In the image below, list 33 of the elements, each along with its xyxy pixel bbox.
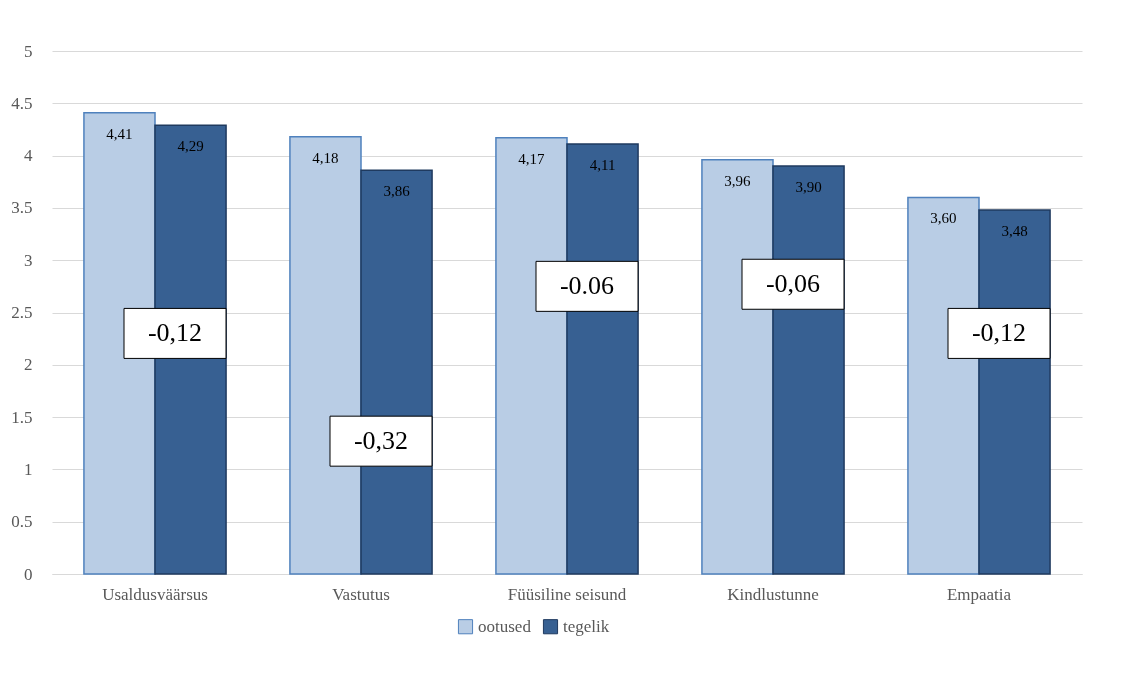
data-label: 3,96 bbox=[724, 172, 752, 189]
x-tick-label: Füüsiline seisund bbox=[507, 584, 627, 604]
data-label: 3,90 bbox=[795, 179, 822, 196]
x-tick-label: Empaatia bbox=[946, 584, 1012, 604]
data-label: 4,41 bbox=[106, 125, 133, 142]
data-label: 4,11 bbox=[589, 157, 616, 174]
annotation: -0.06 bbox=[559, 271, 615, 301]
legend-label: tegelik bbox=[563, 616, 610, 636]
legend-label: ootused bbox=[478, 616, 532, 636]
annotation: -0,32 bbox=[353, 426, 409, 456]
data-label: 3,48 bbox=[1001, 222, 1028, 239]
y-tick-label: 0 bbox=[24, 564, 33, 584]
y-tick-label: 2.5 bbox=[11, 303, 33, 322]
y-tick-label: 5 bbox=[24, 41, 33, 61]
y-tick-label: 1.5 bbox=[11, 407, 33, 427]
y-tick-label: 4 bbox=[24, 146, 33, 166]
annotation: -0,12 bbox=[147, 318, 203, 348]
annotation: -0,12 bbox=[971, 318, 1027, 348]
y-tick-label: 4.5 bbox=[11, 93, 33, 113]
data-label: 3,60 bbox=[930, 210, 957, 227]
data-label: 4,29 bbox=[177, 138, 204, 155]
y-tick-label: 0.5 bbox=[11, 512, 33, 532]
y-tick-label: 3.5 bbox=[11, 198, 33, 218]
data-label: 4,18 bbox=[312, 149, 339, 166]
y-tick-label: 1 bbox=[24, 459, 33, 479]
data-label: 4,17 bbox=[518, 150, 546, 167]
y-tick-label: 2 bbox=[24, 355, 33, 375]
y-tick-label: 3 bbox=[24, 250, 33, 270]
annotation: -0,06 bbox=[765, 269, 821, 299]
x-tick-label: Vastutus bbox=[332, 584, 390, 604]
data-label: 3,86 bbox=[383, 183, 411, 200]
x-tick-label: Usaldusväärsus bbox=[102, 584, 208, 604]
x-tick-label: Kindlustunne bbox=[727, 584, 819, 604]
